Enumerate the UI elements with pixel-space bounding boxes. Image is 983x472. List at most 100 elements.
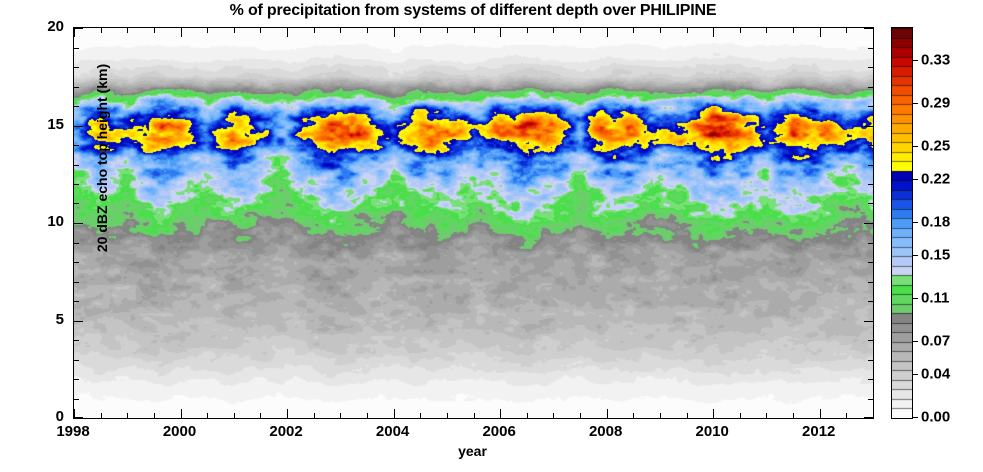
colorbar-tick-label: 0.25 <box>921 137 951 155</box>
x-tick <box>474 413 475 418</box>
y-tick <box>74 321 83 322</box>
x-tick <box>687 413 688 418</box>
x-tick <box>713 409 714 418</box>
x-tick <box>607 409 608 418</box>
colorbar-tick-label: 0.18 <box>921 213 951 231</box>
y-tick-right <box>868 340 873 341</box>
x-tick-top <box>287 28 288 37</box>
x-tick-top <box>394 28 395 37</box>
y-tick-right <box>864 28 873 29</box>
x-tick <box>260 413 261 418</box>
colorbar-tick <box>912 178 918 180</box>
colorbar-tick <box>912 341 918 343</box>
x-tick <box>314 413 315 418</box>
x-tick-top <box>713 28 714 37</box>
x-tick <box>420 413 421 418</box>
x-tick <box>207 413 208 418</box>
y-tick <box>74 399 79 400</box>
x-tick-top <box>314 28 315 33</box>
colorbar-tick <box>912 417 918 418</box>
x-tick-label: 2006 <box>482 423 516 440</box>
x-tick-top <box>820 28 821 37</box>
x-tick <box>181 409 182 418</box>
x-tick-top <box>766 28 767 33</box>
y-tick-right <box>868 184 873 185</box>
x-tick <box>873 413 874 418</box>
x-tick <box>287 409 288 418</box>
y-tick <box>74 106 79 107</box>
y-tick <box>74 360 79 361</box>
x-tick-top <box>260 28 261 33</box>
x-tick-top <box>340 28 341 33</box>
y-tick-right <box>868 203 873 204</box>
y-tick-right <box>868 87 873 88</box>
y-axis-title: 20 dBZ echo top height (km) <box>94 63 110 253</box>
y-tick <box>74 184 79 185</box>
y-tick <box>74 243 79 244</box>
colorbar-tick-label: 0.07 <box>921 332 951 350</box>
x-tick <box>154 413 155 418</box>
y-tick <box>74 262 79 263</box>
y-tick-label: 5 <box>55 310 64 328</box>
x-tick <box>340 413 341 418</box>
y-tick-right <box>868 67 873 68</box>
colorbar-tick <box>912 297 918 299</box>
x-tick-top <box>74 28 75 37</box>
x-tick-top <box>607 28 608 37</box>
x-tick <box>74 409 75 418</box>
y-tick-label: 10 <box>47 213 64 230</box>
x-tick-top <box>687 28 688 33</box>
x-tick-top <box>633 28 634 33</box>
y-tick-right <box>868 262 873 263</box>
y-tick <box>74 87 79 88</box>
y-tick-label: 0 <box>55 408 64 425</box>
x-tick-label: 2008 <box>588 423 623 440</box>
x-tick-top <box>793 28 794 33</box>
y-tick <box>74 165 79 166</box>
x-tick <box>820 409 821 418</box>
colorbar-tick <box>912 254 918 256</box>
y-tick <box>74 28 83 29</box>
x-tick-top <box>127 28 128 33</box>
x-tick <box>101 413 102 418</box>
y-tick-right <box>868 282 873 283</box>
colorbar[interactable] <box>891 27 913 419</box>
y-tick <box>74 379 79 380</box>
x-tick <box>500 409 501 418</box>
x-tick <box>527 413 528 418</box>
x-axis-title: year <box>458 443 487 459</box>
colorbar-tick <box>912 102 918 104</box>
x-tick <box>394 409 395 418</box>
x-tick <box>766 413 767 418</box>
colorbar-tick-label: 0.15 <box>921 246 951 263</box>
x-tick-top <box>474 28 475 33</box>
y-tick-right <box>864 126 873 127</box>
y-tick-right <box>868 360 873 361</box>
y-tick-right <box>868 145 873 146</box>
x-tick-top <box>500 28 501 37</box>
x-tick-top <box>367 28 368 33</box>
x-tick-top <box>846 28 847 33</box>
x-tick-top <box>181 28 182 37</box>
x-tick-top <box>447 28 448 33</box>
y-tick <box>74 48 79 49</box>
colorbar-tick <box>912 59 918 61</box>
y-tick <box>74 145 79 146</box>
colorbar-tick-label: 0.11 <box>921 289 950 307</box>
x-tick <box>633 413 634 418</box>
y-tick-right <box>868 379 873 380</box>
x-tick-top <box>154 28 155 33</box>
y-tick-right <box>868 243 873 244</box>
colorbar-tick <box>912 373 918 375</box>
y-tick-right <box>864 321 873 322</box>
colorbar-tick-label: 0.22 <box>921 170 951 188</box>
y-tick-right <box>868 106 873 107</box>
x-tick-top <box>660 28 661 33</box>
colorbar-tick-label: 0.04 <box>921 365 951 383</box>
contour-field-canvas <box>74 28 873 418</box>
y-tick-right <box>868 399 873 400</box>
x-tick-label: 2004 <box>375 423 410 440</box>
y-tick-right <box>868 301 873 302</box>
plot-area[interactable] <box>73 27 874 419</box>
